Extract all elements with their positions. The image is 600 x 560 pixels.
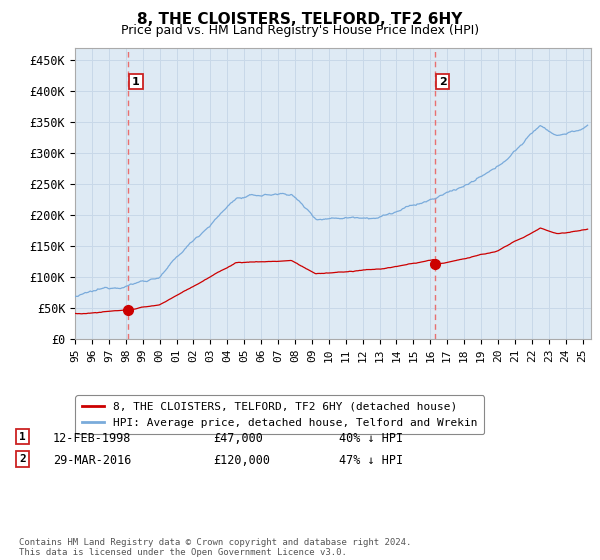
Text: Contains HM Land Registry data © Crown copyright and database right 2024.
This d: Contains HM Land Registry data © Crown c…	[19, 538, 412, 557]
Text: 47% ↓ HPI: 47% ↓ HPI	[339, 454, 403, 468]
Text: £120,000: £120,000	[213, 454, 270, 468]
Text: 8, THE CLOISTERS, TELFORD, TF2 6HY: 8, THE CLOISTERS, TELFORD, TF2 6HY	[137, 12, 463, 27]
Text: 1: 1	[132, 77, 140, 87]
Text: 12-FEB-1998: 12-FEB-1998	[53, 432, 131, 445]
Text: 2: 2	[19, 454, 26, 464]
Legend: 8, THE CLOISTERS, TELFORD, TF2 6HY (detached house), HPI: Average price, detache: 8, THE CLOISTERS, TELFORD, TF2 6HY (deta…	[76, 395, 484, 434]
Text: 1: 1	[19, 432, 26, 442]
Text: 29-MAR-2016: 29-MAR-2016	[53, 454, 131, 468]
Text: 40% ↓ HPI: 40% ↓ HPI	[339, 432, 403, 445]
Text: 2: 2	[439, 77, 446, 87]
Text: Price paid vs. HM Land Registry's House Price Index (HPI): Price paid vs. HM Land Registry's House …	[121, 24, 479, 36]
Text: £47,000: £47,000	[213, 432, 263, 445]
